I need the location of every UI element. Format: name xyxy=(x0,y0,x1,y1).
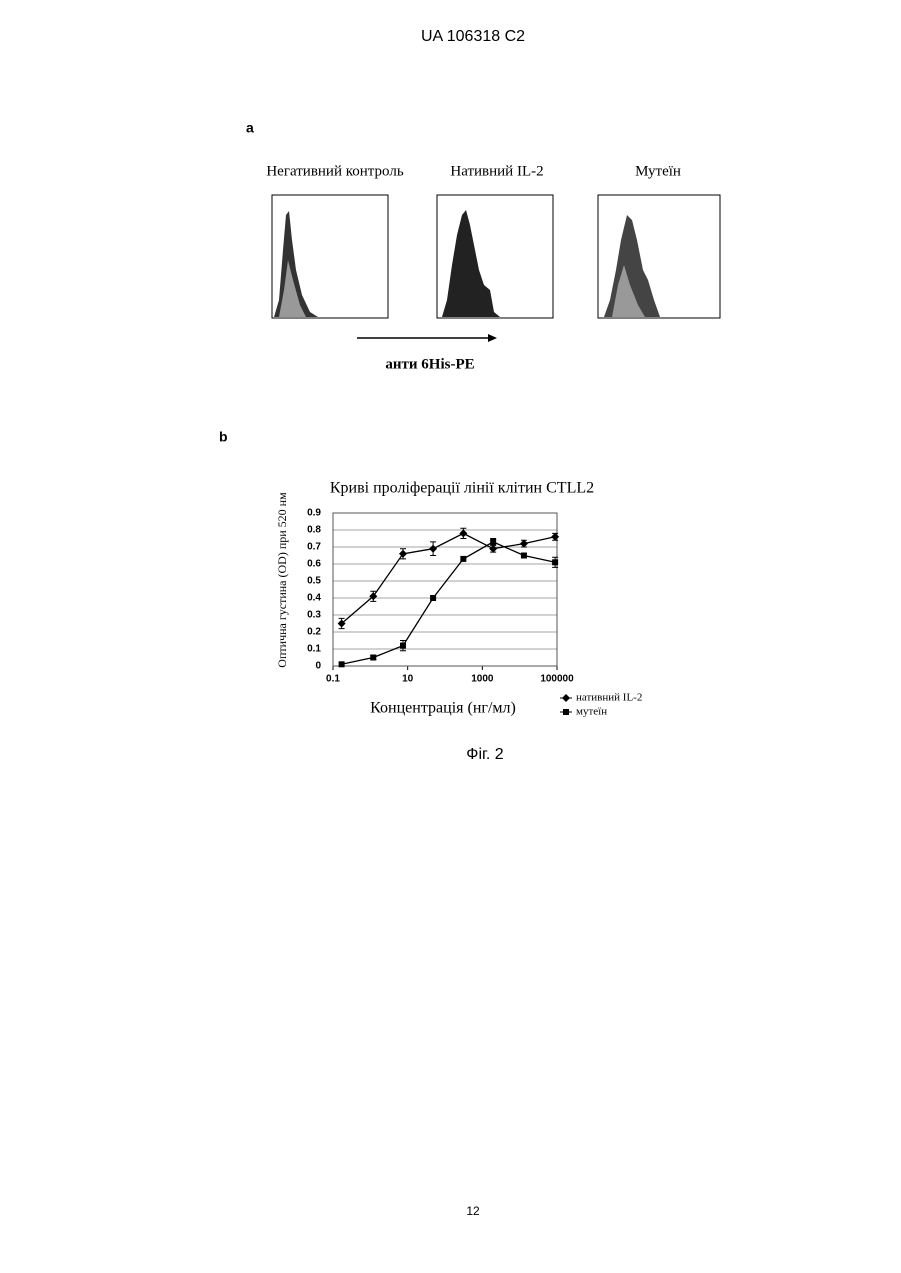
legend-marker xyxy=(563,709,569,715)
x-tick-label: 10 xyxy=(402,674,414,685)
marker xyxy=(429,545,437,553)
panel-title: Негативний контроль xyxy=(266,163,403,179)
marker xyxy=(399,550,407,558)
marker xyxy=(370,655,376,661)
y-tick-label: 0.1 xyxy=(307,644,321,655)
x-axis-label: Концентрація (нг/мл) xyxy=(370,700,516,717)
page-number: 12 xyxy=(466,1204,480,1218)
y-tick-label: 0.2 xyxy=(307,627,321,638)
y-axis-label: Оптична густина (OD) при 520 нм xyxy=(275,492,289,668)
series-line xyxy=(342,542,556,664)
marker xyxy=(430,595,436,601)
marker xyxy=(521,553,527,559)
y-tick-label: 0.4 xyxy=(307,593,321,604)
legend-label: нативний IL-2 xyxy=(576,692,642,704)
marker xyxy=(400,643,406,649)
line-chart: Криві проліферації лінії клітин CTLL2 Оп… xyxy=(275,480,643,718)
panel-label: b xyxy=(219,429,228,445)
chart-title: Криві проліферації лінії клітин CTLL2 xyxy=(330,480,594,497)
marker xyxy=(339,661,345,667)
marker xyxy=(552,559,558,565)
histogram xyxy=(442,210,500,317)
marker xyxy=(459,529,467,537)
panel-label: a xyxy=(246,120,254,136)
marker xyxy=(551,533,559,541)
marker xyxy=(490,539,496,545)
panel-title: Нативний IL-2 xyxy=(450,163,543,179)
header: UA 106318 C2 xyxy=(421,28,525,45)
x-tick-label: 100000 xyxy=(540,674,574,685)
marker xyxy=(489,545,497,553)
axis-label: анти 6His-PE xyxy=(385,356,474,372)
legend-label: мутеїн xyxy=(576,706,607,718)
y-tick-label: 0 xyxy=(315,661,321,672)
plot-frame xyxy=(333,513,557,666)
x-tick-label: 0.1 xyxy=(326,674,340,685)
x-tick-label: 1000 xyxy=(471,674,494,685)
y-tick-label: 0.8 xyxy=(307,525,321,536)
page: UA 106318 C2 a Негативний контроль Натив… xyxy=(0,0,901,1273)
y-tick-label: 0.7 xyxy=(307,542,321,553)
panel-title: Мутеїн xyxy=(635,163,681,179)
legend-marker xyxy=(562,694,570,702)
figure-caption: Фіг. 2 xyxy=(466,746,503,763)
marker xyxy=(460,556,466,562)
marker xyxy=(520,540,528,548)
arrow-head xyxy=(488,334,497,342)
y-tick-label: 0.5 xyxy=(307,576,321,587)
y-tick-label: 0.3 xyxy=(307,610,321,621)
y-tick-label: 0.9 xyxy=(307,508,321,519)
y-tick-label: 0.6 xyxy=(307,559,321,570)
